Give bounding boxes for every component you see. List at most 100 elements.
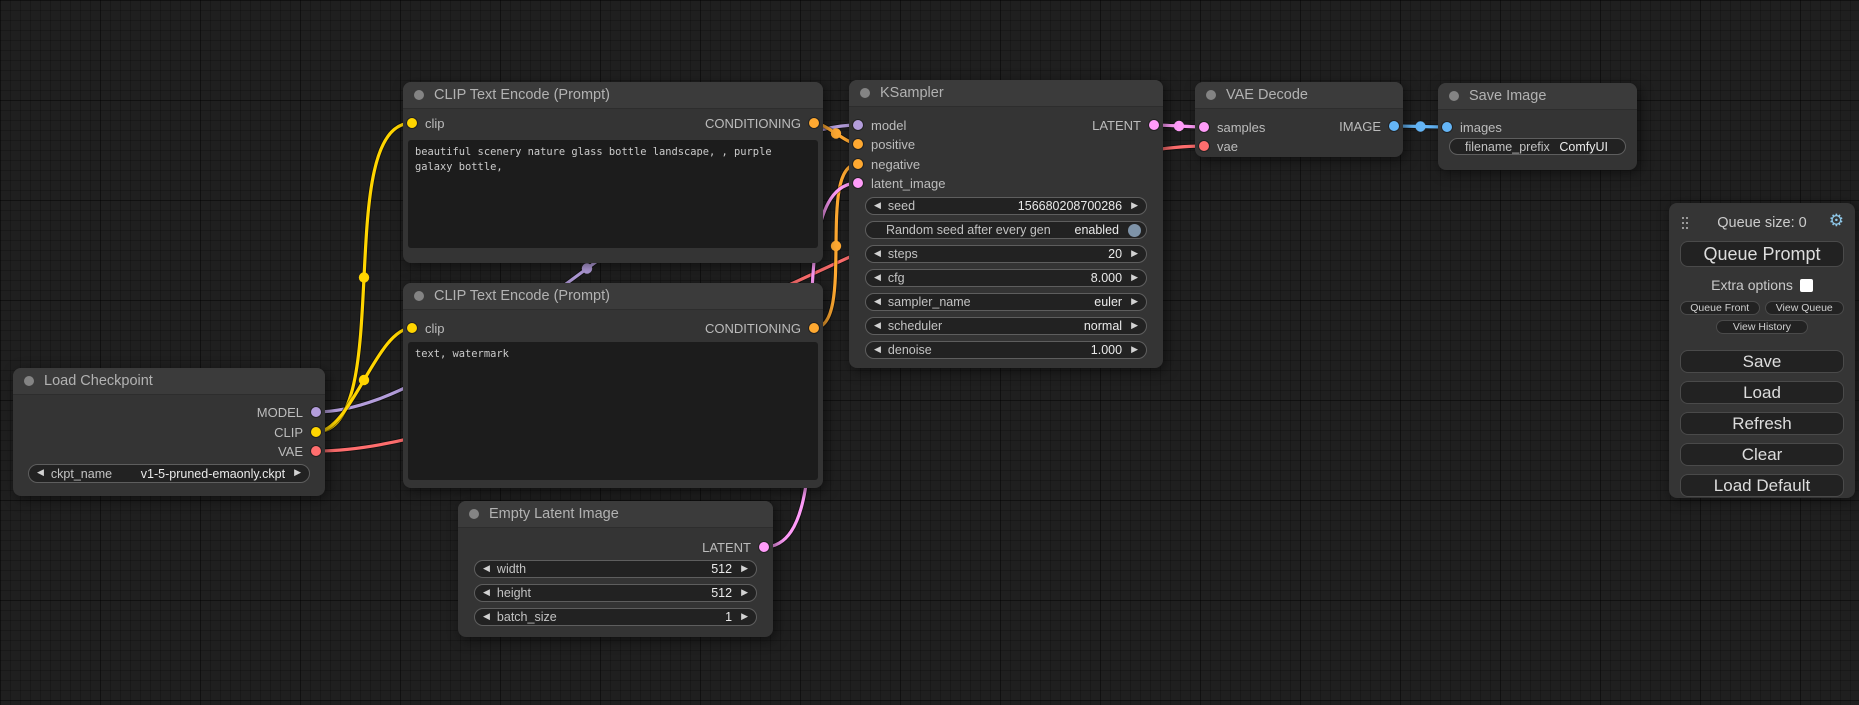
- stepper-right-icon[interactable]: ▶: [294, 468, 301, 478]
- stepper-right-icon[interactable]: ▶: [741, 587, 748, 598]
- extra-options-checkbox[interactable]: [1799, 278, 1813, 292]
- input-port-model[interactable]: model: [853, 116, 906, 134]
- widget-ckpt_name[interactable]: ◀ ckpt_name v1-5-pruned-emaonly.ckpt ▶: [28, 464, 310, 483]
- widget-width[interactable]: ◀ width 512 ▶: [474, 560, 757, 578]
- collapse-dot-icon[interactable]: [1206, 90, 1216, 100]
- stepper-right-icon[interactable]: ▶: [741, 611, 748, 622]
- widget-denoise[interactable]: ◀ denoise 1.000 ▶: [865, 341, 1147, 359]
- load-default-button[interactable]: Load Default: [1680, 474, 1844, 497]
- widget-cfg[interactable]: ◀ cfg 8.000 ▶: [865, 269, 1147, 287]
- node-load-checkpoint[interactable]: Load Checkpoint MODEL CLIP VAE ◀ ckpt_name v1-…: [13, 368, 325, 496]
- view-history-button[interactable]: View History: [1716, 320, 1808, 334]
- node-title-bar[interactable]: Empty Latent Image: [458, 501, 773, 528]
- output-port-dot-icon[interactable]: [809, 118, 819, 128]
- output-port-IMAGE[interactable]: IMAGE: [1339, 117, 1399, 135]
- input-port-positive[interactable]: positive: [853, 135, 915, 153]
- output-port-dot-icon[interactable]: [809, 323, 819, 333]
- prompt-textarea[interactable]: beautiful scenery nature glass bottle la…: [408, 140, 818, 248]
- link-latent-center-dot[interactable]: [1173, 120, 1185, 132]
- output-port-dot-icon[interactable]: [311, 407, 321, 417]
- node-title-bar[interactable]: KSampler: [849, 80, 1163, 107]
- node-title-bar[interactable]: VAE Decode: [1195, 82, 1403, 109]
- node-clip-text-encode-positive[interactable]: CLIP Text Encode (Prompt) clip CONDITIONIN…: [403, 82, 823, 263]
- collapse-dot-icon[interactable]: [1449, 91, 1459, 101]
- collapse-dot-icon[interactable]: [469, 509, 479, 519]
- input-port-samples[interactable]: samples: [1199, 118, 1265, 136]
- node-ksampler[interactable]: KSampler model positive negative latent_imag…: [849, 80, 1163, 368]
- output-port-MODEL[interactable]: MODEL: [257, 403, 321, 421]
- input-port-negative[interactable]: negative: [853, 155, 920, 173]
- input-port-clip[interactable]: clip: [407, 114, 445, 132]
- input-port-dot-icon[interactable]: [853, 178, 863, 188]
- link-image-center-dot[interactable]: [1415, 121, 1426, 132]
- stepper-right-icon[interactable]: ▶: [1131, 320, 1138, 331]
- collapse-dot-icon[interactable]: [414, 291, 424, 301]
- stepper-left-icon[interactable]: ◀: [874, 248, 881, 259]
- widget-scheduler[interactable]: ◀ scheduler normal ▶: [865, 317, 1147, 335]
- stepper-right-icon[interactable]: ▶: [1131, 296, 1138, 307]
- widget-height[interactable]: ◀ height 512 ▶: [474, 584, 757, 602]
- stepper-left-icon[interactable]: ◀: [874, 200, 881, 211]
- stepper-right-icon[interactable]: ▶: [741, 563, 748, 574]
- save-button[interactable]: Save: [1680, 350, 1844, 373]
- output-port-dot-icon[interactable]: [1149, 120, 1159, 130]
- stepper-left-icon[interactable]: ◀: [483, 611, 490, 622]
- stepper-left-icon[interactable]: ◀: [483, 587, 490, 598]
- link-clip-center-dot[interactable]: [358, 272, 370, 283]
- queue-prompt-button[interactable]: Queue Prompt: [1680, 241, 1844, 267]
- input-port-dot-icon[interactable]: [853, 139, 863, 149]
- stepper-left-icon[interactable]: ◀: [874, 272, 881, 283]
- stepper-left-icon[interactable]: ◀: [874, 344, 881, 355]
- output-port-VAE[interactable]: VAE: [278, 442, 321, 460]
- input-port-dot-icon[interactable]: [853, 159, 863, 169]
- node-empty-latent-image[interactable]: Empty Latent Image LATENT ◀ width 512 ▶ ◀ heigh…: [458, 501, 773, 637]
- refresh-button[interactable]: Refresh: [1680, 412, 1844, 435]
- output-port-CLIP[interactable]: CLIP: [274, 423, 321, 441]
- output-port-CONDITIONING[interactable]: CONDITIONING: [705, 319, 819, 337]
- link-conditioning-center-dot[interactable]: [830, 240, 842, 252]
- input-port-vae[interactable]: vae: [1199, 137, 1238, 155]
- widget-Random seed after every gen[interactable]: Random seed after every gen enabled: [865, 221, 1147, 239]
- link-model-center-dot[interactable]: [581, 263, 593, 274]
- widget-steps[interactable]: ◀ steps 20 ▶: [865, 245, 1147, 263]
- toggle-enabled-icon[interactable]: [1128, 223, 1141, 237]
- output-port-dot-icon[interactable]: [311, 446, 321, 456]
- drag-handle-icon[interactable]: [1682, 217, 1684, 219]
- stepper-left-icon[interactable]: ◀: [874, 296, 881, 307]
- link-clip-center-dot[interactable]: [358, 374, 370, 386]
- input-port-dot-icon[interactable]: [1442, 122, 1452, 132]
- input-port-clip[interactable]: clip: [407, 319, 445, 337]
- input-port-dot-icon[interactable]: [853, 120, 863, 130]
- clear-button[interactable]: Clear: [1680, 443, 1844, 466]
- output-port-LATENT[interactable]: LATENT: [1092, 116, 1159, 134]
- node-clip-text-encode-negative[interactable]: CLIP Text Encode (Prompt) clip CONDITIONIN…: [403, 283, 823, 488]
- output-port-dot-icon[interactable]: [759, 542, 769, 552]
- output-port-LATENT[interactable]: LATENT: [702, 538, 769, 556]
- link-conditioning-center-dot[interactable]: [830, 128, 842, 139]
- collapse-dot-icon[interactable]: [24, 376, 34, 386]
- node-title-bar[interactable]: CLIP Text Encode (Prompt): [403, 283, 823, 310]
- input-port-dot-icon[interactable]: [1199, 122, 1209, 132]
- prompt-textarea[interactable]: text, watermark: [408, 342, 818, 480]
- collapse-dot-icon[interactable]: [860, 88, 870, 98]
- node-save-image[interactable]: Save Image images filename_prefix ComfyUI: [1438, 83, 1637, 170]
- node-vae-decode[interactable]: VAE Decode samples vae IMAGE: [1195, 82, 1403, 157]
- stepper-right-icon[interactable]: ▶: [1131, 200, 1138, 211]
- widget-filename_prefix[interactable]: filename_prefix ComfyUI: [1449, 138, 1626, 155]
- queue-front-button[interactable]: Queue Front: [1680, 301, 1760, 315]
- load-button[interactable]: Load: [1680, 381, 1844, 404]
- stepper-left-icon[interactable]: ◀: [37, 468, 44, 478]
- collapse-dot-icon[interactable]: [414, 90, 424, 100]
- stepper-left-icon[interactable]: ◀: [874, 320, 881, 331]
- input-port-dot-icon[interactable]: [407, 118, 417, 128]
- node-title-bar[interactable]: CLIP Text Encode (Prompt): [403, 82, 823, 109]
- node-title-bar[interactable]: Load Checkpoint: [13, 368, 325, 395]
- widget-batch_size[interactable]: ◀ batch_size 1 ▶: [474, 608, 757, 626]
- gear-icon[interactable]: ⚙: [1828, 211, 1844, 231]
- input-port-latent_image[interactable]: latent_image: [853, 174, 945, 192]
- input-port-dot-icon[interactable]: [1199, 141, 1209, 151]
- widget-sampler_name[interactable]: ◀ sampler_name euler ▶: [865, 293, 1147, 311]
- stepper-right-icon[interactable]: ▶: [1131, 248, 1138, 259]
- widget-seed[interactable]: ◀ seed 156680208700286 ▶: [865, 197, 1147, 215]
